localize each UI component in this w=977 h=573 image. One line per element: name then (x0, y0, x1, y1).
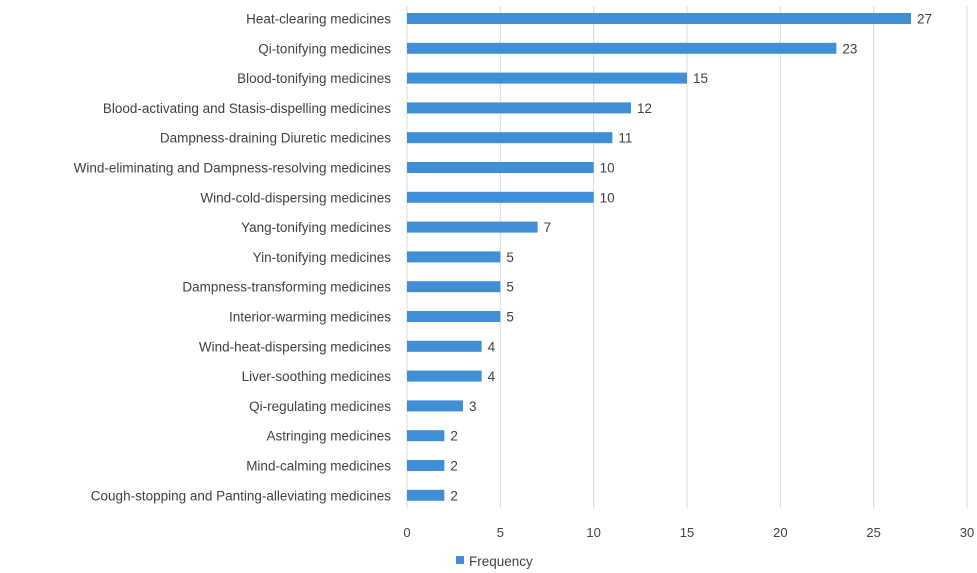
x-tick-label: 25 (866, 525, 880, 540)
x-tick-label: 20 (773, 525, 787, 540)
bar (407, 13, 911, 24)
category-label: Mind-calming medicines (246, 459, 391, 474)
category-label: Qi-regulating medicines (249, 399, 391, 414)
data-label: 10 (600, 190, 615, 205)
category-label: Yang-tonifying medicines (241, 220, 391, 235)
gridlines (406, 6, 968, 508)
x-tick-label: 15 (680, 525, 694, 540)
bar (407, 311, 501, 322)
bar (407, 251, 501, 263)
bar (407, 489, 445, 501)
data-label: 5 (506, 250, 514, 265)
x-axis-ticks: 0 5 10 15 20 25 30 (403, 525, 974, 540)
data-label: 2 (450, 459, 458, 474)
category-labels: Heat-clearing medicines Qi-tonifying medi… (74, 12, 392, 504)
x-tick-label: 10 (586, 525, 600, 540)
category-label: Qi-tonifying medicines (258, 41, 391, 56)
bar (407, 370, 482, 382)
legend: Frequency (456, 554, 533, 569)
category-label: Astringing medicines (266, 429, 391, 444)
data-label: 12 (637, 101, 652, 116)
category-label: Yin-tonifying medicines (253, 250, 392, 265)
x-tick-label: 30 (960, 525, 974, 540)
data-label: 4 (488, 369, 496, 384)
category-label: Wind-heat-dispersing medicines (199, 339, 391, 354)
bar (407, 42, 837, 54)
data-label: 11 (618, 131, 632, 146)
bar (407, 221, 538, 233)
data-label: 27 (917, 12, 932, 27)
data-label: 5 (506, 310, 514, 325)
bar (407, 460, 445, 471)
x-tick-label: 0 (403, 525, 410, 540)
category-label: Interior-warming medicines (229, 310, 391, 325)
category-label: Liver-soothing medicines (242, 369, 392, 384)
data-label: 4 (488, 339, 496, 354)
bar (407, 72, 687, 84)
x-tick-label: 5 (497, 525, 504, 540)
data-label: 2 (450, 429, 458, 444)
bar (407, 132, 613, 144)
bar (407, 102, 631, 114)
bar (407, 191, 594, 203)
category-label: Dampness-transforming medicines (182, 280, 391, 295)
category-label: Dampness-draining Diuretic medicines (160, 131, 391, 146)
data-label: 15 (693, 71, 708, 86)
data-label: 5 (506, 280, 514, 295)
data-label: 3 (469, 399, 477, 414)
bar (407, 400, 463, 412)
category-label: Blood-tonifying medicines (237, 71, 391, 86)
category-label: Blood-activating and Stasis-dispelling m… (103, 101, 391, 116)
data-label: 7 (544, 220, 552, 235)
bar (407, 281, 501, 293)
data-label: 2 (450, 488, 458, 503)
legend-label: Frequency (469, 554, 533, 569)
category-label: Cough-stopping and Panting-alleviating m… (91, 488, 391, 503)
category-label: Wind-eliminating and Dampness-resolving … (74, 161, 392, 176)
bar (407, 340, 482, 352)
data-label: 10 (600, 161, 615, 176)
category-label: Wind-cold-dispersing medicines (200, 190, 391, 205)
bar (407, 162, 594, 173)
category-label: Heat-clearing medicines (246, 12, 391, 27)
bar (407, 430, 445, 442)
bars (407, 13, 911, 501)
data-label: 23 (842, 41, 857, 56)
legend-swatch (456, 556, 464, 564)
